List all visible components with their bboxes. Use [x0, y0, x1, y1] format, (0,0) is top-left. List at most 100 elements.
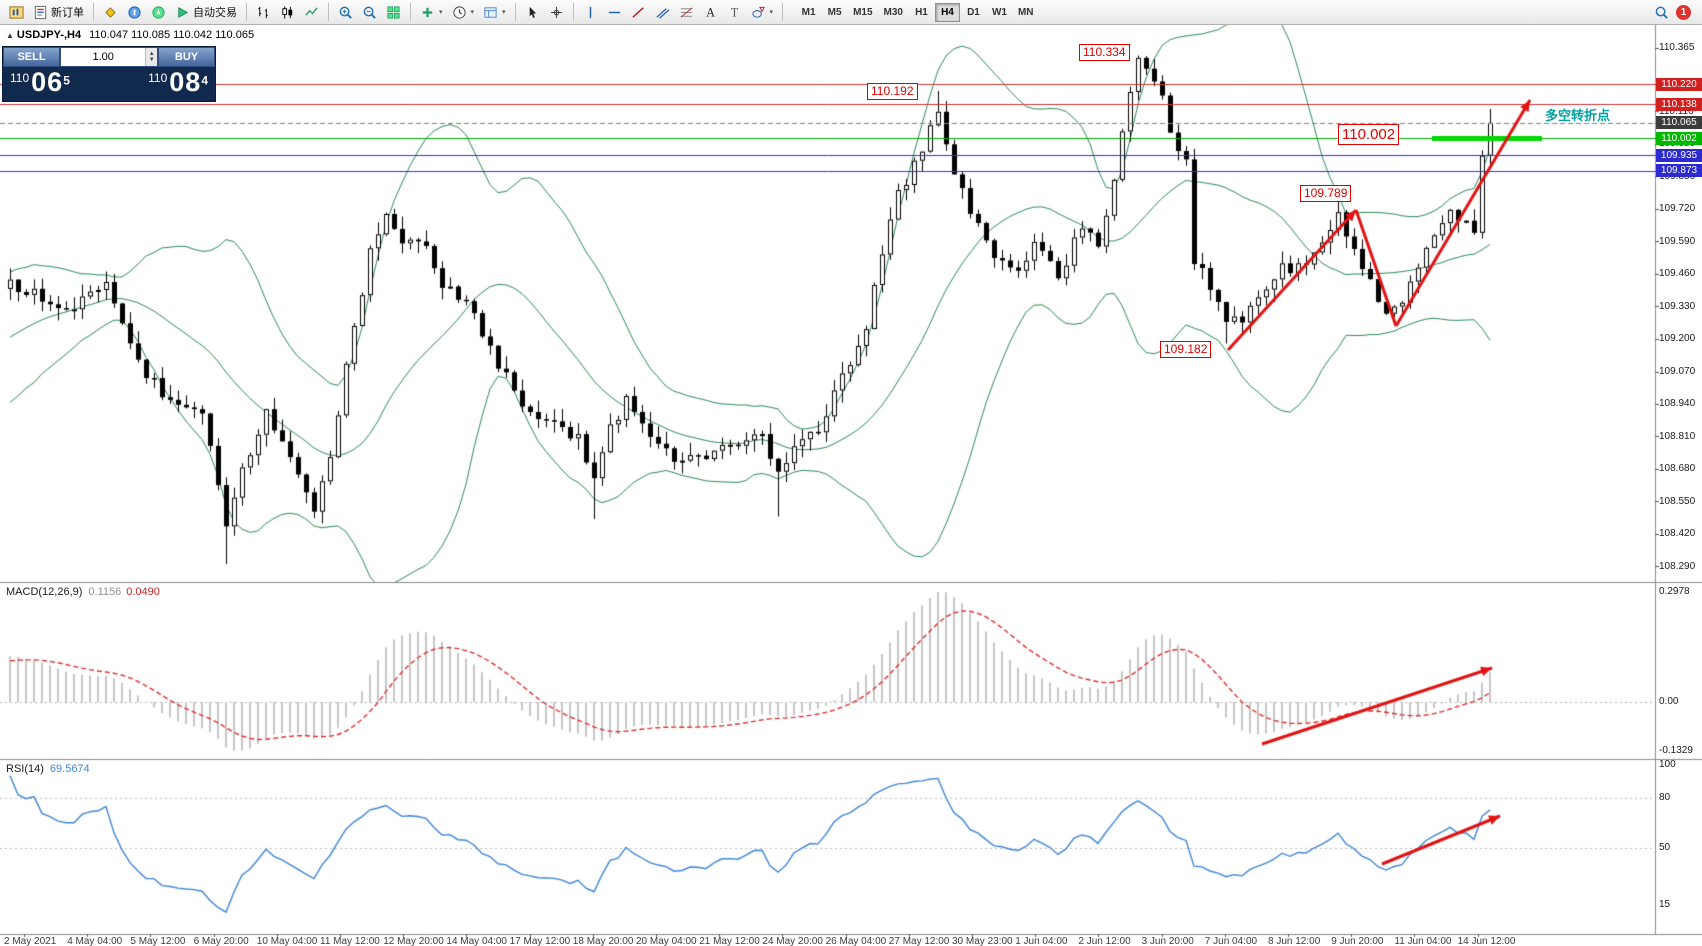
indicators-button[interactable]: ▾ — [416, 2, 447, 23]
sell-button[interactable]: SELL — [3, 47, 60, 67]
rsi-scale-tick: 100 — [1659, 759, 1676, 770]
timeframe-m15-button[interactable]: M15 — [848, 3, 877, 22]
toolbar-separator — [410, 3, 411, 21]
timeframe-group: M1 M5 M15 M30 H1 H4 D1 W1 MN — [796, 2, 1039, 22]
price-axis-tick: 108.940 — [1659, 398, 1696, 409]
auto-trading-icon — [175, 5, 190, 20]
price-annotation[interactable]: 110.002 — [1338, 124, 1400, 145]
tile-windows-icon — [386, 5, 401, 20]
timeframe-m1-button[interactable]: M1 — [796, 3, 821, 22]
price-axis-badge: 110.138 — [1656, 98, 1702, 111]
data-window-button[interactable] — [123, 2, 146, 23]
time-axis-label: 20 May 04:00 — [636, 936, 697, 946]
price-axis-tick: 110.365 — [1659, 41, 1695, 53]
price-axis-tick: 109.330 — [1659, 300, 1696, 312]
turning-point-label[interactable]: 多空转折点 — [1545, 108, 1611, 123]
volume-input[interactable] — [61, 48, 146, 66]
search-icon — [1654, 5, 1669, 20]
crosshair-tool-button[interactable] — [545, 2, 568, 23]
channel-icon — [655, 5, 670, 20]
vertical-line-tool-button[interactable] — [579, 2, 602, 23]
price-annotation[interactable]: 110.192 — [867, 83, 918, 100]
templates-button[interactable]: ▾ — [479, 2, 510, 23]
price-axis-tick: 109.200 — [1659, 333, 1696, 344]
price-annotation[interactable]: 109.182 — [1160, 341, 1212, 358]
buy-button[interactable]: BUY — [158, 47, 215, 67]
price-axis-tick: 109.070 — [1659, 365, 1696, 377]
search-button[interactable] — [1650, 2, 1673, 23]
shapes-icon — [751, 5, 766, 20]
price-annotation[interactable]: 109.789 — [1300, 185, 1352, 202]
line-chart-icon — [304, 5, 319, 20]
text-tool-button[interactable]: A — [699, 2, 722, 23]
chart-window-icon — [9, 5, 24, 20]
time-axis-label: 21 May 12:00 — [699, 936, 760, 946]
symbol-label: USDJPY-,H4 — [16, 29, 82, 41]
price-axis-tick: 109.720 — [1659, 203, 1696, 214]
collapse-arrow-icon[interactable]: ▲ — [6, 31, 14, 40]
horizontal-line-tool-button[interactable] — [603, 2, 626, 23]
price-axis-badge: 110.002 — [1656, 132, 1702, 145]
notification-badge[interactable]: 1 — [1676, 4, 1691, 20]
trendline-tool-button[interactable] — [627, 2, 650, 23]
timeframe-m5-button[interactable]: M5 — [822, 3, 847, 22]
timeframe-w1-button[interactable]: W1 — [987, 3, 1012, 22]
svg-text:A: A — [706, 5, 715, 19]
zoom-in-button[interactable] — [334, 2, 357, 23]
trendline-icon — [631, 5, 646, 20]
price-axis-tick: 109.460 — [1659, 268, 1696, 279]
main-toolbar: 新订单 自动交易 ▾ ▾ ▾ A T ▾ M1 M5 M15 M30 H1 H4 D1 W1 M… — [0, 0, 1702, 25]
toolbar-separator — [328, 3, 329, 21]
timeframe-h1-button[interactable]: H1 — [909, 3, 934, 22]
time-axis-label: 12 May 20:00 — [383, 936, 444, 946]
time-axis-label: 3 Jun 20:00 — [1141, 936, 1194, 946]
price-axis-badge: 110.220 — [1656, 77, 1702, 91]
crosshair-icon — [549, 5, 564, 20]
volume-spinner[interactable]: ▲ ▼ — [145, 48, 157, 66]
dropdown-caret-icon: ▾ — [769, 9, 774, 16]
tile-windows-button[interactable] — [382, 2, 405, 23]
zoom-out-button[interactable] — [358, 2, 381, 23]
price-axis-tick: 110.110 — [1659, 105, 1694, 117]
time-axis-label: 2 Jun 12:00 — [1078, 936, 1131, 946]
zoom-out-icon — [362, 5, 377, 20]
cursor-tool-button[interactable] — [521, 2, 544, 23]
spinner-down-icon[interactable]: ▼ — [148, 57, 155, 63]
candlestick-chart-button[interactable] — [276, 2, 299, 23]
timeframe-m30-button[interactable]: M30 — [879, 3, 908, 22]
time-axis-label: 11 May 12:00 — [320, 936, 380, 946]
fibonacci-tool-button[interactable] — [675, 2, 698, 23]
navigator-button[interactable] — [147, 2, 170, 23]
macd-scale-top: 0.2978 — [1659, 586, 1690, 597]
market-watch-button[interactable] — [99, 2, 122, 23]
price-annotation[interactable]: 110.334 — [1079, 44, 1130, 61]
indicators-icon — [420, 5, 435, 20]
time-axis-label: 18 May 20:00 — [572, 936, 634, 946]
periods-icon — [452, 5, 467, 20]
channel-tool-button[interactable] — [651, 2, 674, 23]
svg-text:T: T — [730, 5, 738, 19]
volume-box: ▲▼ — [60, 47, 158, 67]
fibonacci-icon — [679, 5, 694, 20]
data-window-icon — [127, 5, 142, 20]
time-axis-label: 10 May 04:00 — [256, 936, 318, 946]
auto-trading-button[interactable]: 自动交易 — [171, 2, 241, 23]
new-order-icon — [33, 5, 48, 20]
price-axis-tick: 108.420 — [1659, 528, 1696, 539]
new-order-button[interactable]: 新订单 — [29, 2, 88, 23]
bar-chart-button[interactable] — [252, 2, 275, 23]
spinner-up-icon[interactable]: ▲ — [148, 51, 155, 57]
chart-window-button[interactable] — [5, 2, 28, 23]
timeframe-d1-button[interactable]: D1 — [961, 3, 986, 22]
time-axis-label: 17 May 12:00 — [509, 936, 571, 946]
label-tool-button[interactable]: T — [723, 2, 746, 23]
timeframe-h4-button[interactable]: H4 — [934, 2, 960, 22]
shapes-tool-button[interactable]: ▾ — [747, 2, 778, 23]
timeframe-mn-button[interactable]: MN — [1013, 3, 1039, 22]
time-axis-label: 4 May 04:00 — [67, 936, 123, 946]
sell-price-pips: 5 — [63, 73, 70, 88]
periods-button[interactable]: ▾ — [448, 2, 479, 23]
line-chart-button[interactable] — [300, 2, 323, 23]
